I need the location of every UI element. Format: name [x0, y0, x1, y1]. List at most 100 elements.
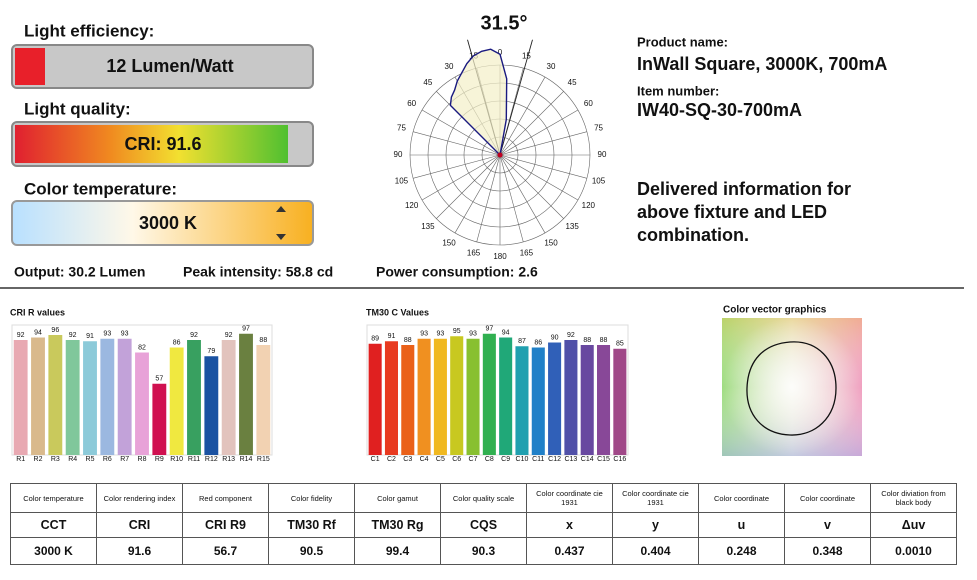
table-row: 3000 K 91.6 56.7 90.5 99.4 90.3 0.437 0.404 0.24…: [10, 537, 957, 565]
x-tick-label: C13: [564, 456, 577, 463]
polar-spoke: [499, 154, 546, 234]
x-tick-label: C15: [597, 456, 610, 463]
value-label: 97: [242, 326, 250, 333]
polar-spoke: [499, 154, 588, 179]
table-cell: 0.0010: [870, 537, 957, 565]
bar: [65, 340, 80, 455]
x-tick-label: C16: [613, 456, 626, 463]
angle-label: 150: [442, 238, 456, 247]
table-cell: CRI R9: [182, 512, 269, 538]
x-tick-label: C6: [452, 456, 461, 463]
polar-spoke: [436, 154, 501, 219]
value-label: 85: [616, 341, 624, 348]
polar-spoke: [499, 154, 564, 219]
gauges: Light efficiency: 12 Lumen/Watt Light qu…: [11, 21, 314, 246]
chart-title: CRI R values: [10, 307, 65, 317]
value-label: 91: [388, 333, 396, 340]
bar: [256, 345, 271, 455]
data-table: Color temperature Color rendering index Re…: [10, 483, 957, 565]
value-label: 82: [138, 344, 146, 351]
angle-label: 90: [394, 150, 403, 159]
value-label: 94: [502, 329, 510, 336]
x-tick-label: C8: [485, 456, 494, 463]
summary-item: Peak intensity: 58.8 cd: [183, 264, 333, 280]
table-cell: 90.5: [268, 537, 355, 565]
x-tick-label: C3: [403, 456, 412, 463]
bar: [204, 356, 219, 455]
value-label: 91: [86, 333, 94, 340]
table-cell: 90.3: [440, 537, 527, 565]
bar: [83, 341, 97, 455]
gauge-frame: [11, 44, 314, 89]
table-cell: 3000 K: [10, 537, 97, 565]
x-tick-label: R7: [120, 456, 129, 463]
polar-spoke: [421, 154, 501, 201]
bar: [135, 352, 149, 455]
gauge-frame: [11, 200, 314, 246]
value-label: 97: [485, 326, 493, 333]
polar-spoke: [499, 76, 546, 156]
table-cell: TM30 Rf: [268, 512, 355, 538]
gauge-label: Light quality:: [24, 99, 131, 118]
angle-label: 60: [584, 99, 593, 108]
table-row: CCT CRI CRI R9 TM30 Rf TM30 Rg CQS x y u v Δuv: [10, 512, 957, 538]
x-tick-label: C14: [581, 456, 594, 463]
table-cell: 0.404: [612, 537, 699, 565]
value-label: 89: [371, 336, 379, 343]
polar-spoke: [499, 109, 579, 156]
item-number: IW40-SQ-30-700mA: [637, 100, 802, 120]
angle-label: 120: [582, 201, 596, 210]
angle-label: 60: [407, 99, 416, 108]
value-label: 79: [207, 348, 215, 355]
polar-spoke: [412, 154, 501, 179]
value-label: 93: [420, 331, 428, 338]
x-tick-label: R11: [188, 456, 200, 463]
value-label: 57: [155, 376, 163, 383]
bar: [433, 338, 447, 455]
gauge-value: 3000 K: [139, 213, 197, 233]
x-tick-label: R4: [68, 456, 77, 463]
angle-label: 0: [498, 48, 503, 57]
value-label: 92: [69, 332, 77, 339]
table-cell: x: [526, 512, 613, 538]
bar: [548, 342, 562, 455]
angle-label: 45: [423, 78, 432, 87]
value-label: 88: [259, 337, 267, 344]
x-tick-label: R14: [240, 456, 253, 463]
gauge-fill: [15, 48, 45, 85]
x-tick-label: C12: [548, 456, 561, 463]
value-label: 92: [190, 332, 198, 339]
x-tick-label: R6: [103, 456, 112, 463]
x-tick-label: R10: [170, 456, 183, 463]
table-cell: Color coordinate cie 1931: [526, 483, 613, 513]
bar: [384, 341, 398, 455]
plot-area: [366, 324, 629, 456]
chart-title: Color vector graphics: [723, 305, 827, 316]
x-tick-label: C2: [387, 456, 396, 463]
table-cell: u: [698, 512, 785, 538]
table-cell: Color coordinate: [698, 483, 785, 513]
angle-label: 30: [547, 62, 556, 71]
summary-item: Output: 30.2 Lumen: [14, 264, 145, 280]
value-label: 88: [583, 337, 591, 344]
table-cell: Color temperature: [10, 483, 97, 513]
table-cell: Color fidelity: [268, 483, 355, 513]
bar: [13, 340, 28, 455]
polar-spoke: [412, 131, 501, 156]
product-name: InWall Square, 3000K, 700mA: [637, 54, 887, 74]
value-label: 90: [551, 334, 559, 341]
x-tick-label: C7: [469, 456, 478, 463]
summary-item: Power consumption: 2.6: [376, 264, 538, 280]
table-cell: Red component: [182, 483, 269, 513]
gauge-label: Color temperature:: [24, 179, 177, 198]
angle-label: 165: [520, 249, 534, 258]
gauge-value: CRI: 91.6: [124, 134, 201, 154]
table-cell: 0.437: [526, 537, 613, 565]
table-cell: 56.7: [182, 537, 269, 565]
product-label: Product name:: [637, 34, 728, 49]
value-label: 86: [534, 339, 542, 346]
bar: [613, 348, 627, 455]
intensity-curve: [449, 48, 508, 156]
